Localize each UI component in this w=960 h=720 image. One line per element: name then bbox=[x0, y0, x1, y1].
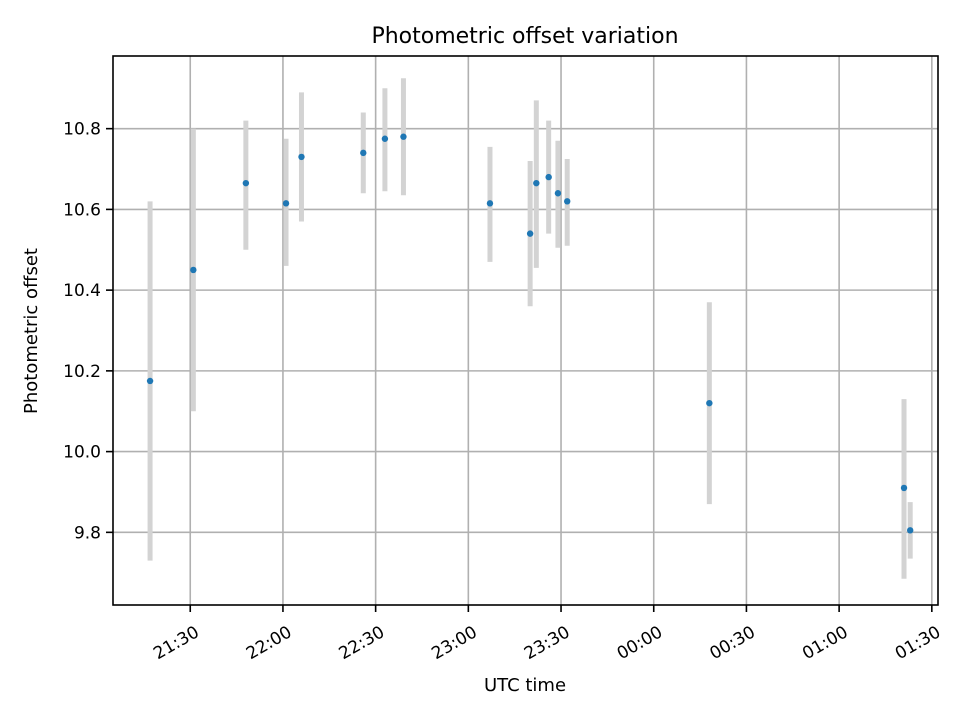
y-tick-label: 9.8 bbox=[74, 523, 101, 543]
data-point bbox=[242, 179, 250, 187]
data-point bbox=[486, 200, 494, 207]
y-axis-label: Photometric offset bbox=[21, 248, 42, 414]
x-tick-label: 22:00 bbox=[243, 622, 295, 664]
x-tick-label: 22:30 bbox=[336, 622, 388, 664]
data-point bbox=[298, 153, 305, 161]
data-point bbox=[400, 133, 407, 140]
y-tick-label: 10.8 bbox=[63, 120, 101, 140]
data-point bbox=[360, 149, 367, 157]
x-tick-label: 23:30 bbox=[521, 622, 573, 664]
data-point bbox=[526, 230, 534, 237]
data-point bbox=[381, 135, 389, 142]
x-tick-label: 00:00 bbox=[614, 622, 666, 664]
y-tick-label: 10.4 bbox=[63, 281, 101, 301]
y-tick-label: 10.0 bbox=[63, 443, 101, 463]
grid-lines bbox=[113, 56, 938, 605]
error-bars bbox=[147, 78, 913, 579]
x-tick-label: 01:00 bbox=[799, 622, 851, 664]
data-point bbox=[190, 266, 197, 274]
data-point bbox=[545, 173, 552, 181]
data-point bbox=[900, 484, 908, 492]
x-axis-label: UTC time bbox=[484, 675, 566, 696]
x-tick-label: 21:30 bbox=[150, 622, 202, 664]
data-point bbox=[564, 198, 571, 205]
x-tick-label: 23:00 bbox=[428, 622, 480, 664]
data-points bbox=[146, 133, 914, 534]
data-point bbox=[533, 179, 540, 187]
data-point bbox=[554, 190, 562, 197]
plot-frame bbox=[112, 55, 939, 606]
data-point bbox=[282, 200, 290, 207]
x-tick-label: 01:30 bbox=[892, 622, 944, 664]
y-tick-label: 10.2 bbox=[63, 362, 101, 382]
data-point bbox=[906, 527, 914, 534]
x-tick-label: 00:30 bbox=[706, 622, 758, 664]
data-point bbox=[146, 377, 154, 385]
y-tick-label: 10.6 bbox=[63, 200, 101, 220]
data-point bbox=[706, 399, 713, 407]
chart-title: Photometric offset variation bbox=[371, 24, 678, 49]
